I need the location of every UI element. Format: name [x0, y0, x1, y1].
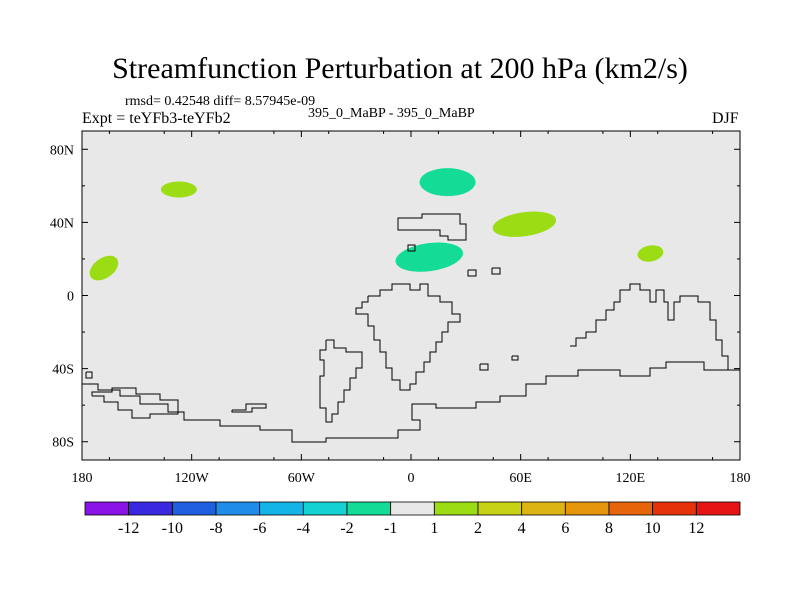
y-axis: 80N 40N 0 40S 80S [50, 143, 740, 451]
positive-anomaly-east-asia [637, 245, 664, 262]
coastline-antarctic-rim [82, 361, 740, 443]
colorbar-label: 1 [430, 520, 438, 537]
coastline-africa [355, 283, 461, 391]
x-tick-label: 180 [72, 471, 93, 486]
coastline-asia [479, 363, 489, 371]
y-tick-label: 0 [67, 290, 74, 305]
colorbar-swatch [477, 501, 523, 516]
x-tick-label: 60E [509, 471, 532, 486]
x-tick-label: 120E [616, 471, 646, 486]
colorbar-swatch [433, 501, 479, 516]
y-tick-label: 40S [52, 363, 74, 378]
positive-anomaly-north-pacific [160, 181, 197, 198]
coastline-islands [491, 267, 501, 275]
colorbar-label: 2 [474, 520, 482, 537]
colorbar-label: -10 [162, 520, 183, 537]
positive-anomaly-west-pacific [89, 255, 119, 281]
coastline-south-america [319, 339, 363, 423]
colorbar-swatch [608, 501, 654, 516]
colorbar-label: -6 [253, 520, 266, 537]
colorbar-swatch [390, 501, 435, 516]
colorbar-swatch [84, 501, 130, 516]
colorbar-swatch [128, 501, 173, 516]
center-label: 395_0_MaBP - 395_0_MaBP [308, 106, 475, 121]
colorbar-label: 12 [688, 520, 704, 537]
coastline-peninsula [231, 403, 267, 413]
colorbar-swatch [259, 501, 304, 516]
chart-title: Streamfunction Perturbation at 200 hPa (… [112, 52, 688, 85]
colorbar-label: -4 [297, 520, 310, 537]
negative-anomaly-north-africa [395, 242, 464, 272]
negative-anomaly-europe [419, 168, 476, 197]
coastlines [82, 213, 740, 443]
coastline-europe [397, 213, 467, 241]
colorbar-label: 10 [645, 520, 661, 537]
colorbar-label: -1 [384, 520, 397, 537]
colorbar: -12 -10 -8 -6 -4 -2 -1 1 2 4 6 8 10 12 [84, 501, 741, 537]
y-tick-label: 40N [50, 216, 74, 231]
x-axis: 180 120W 60W 0 60E 120E 180 [72, 131, 751, 486]
coastline-west-antarctic [91, 387, 179, 419]
colorbar-label: -12 [118, 520, 139, 537]
coastline-islet-indian [511, 355, 519, 361]
colorbar-swatch [346, 501, 392, 516]
x-tick-label: 60W [288, 471, 316, 486]
colorbar-swatch [695, 501, 741, 516]
colorbar-swatch [521, 501, 566, 516]
y-tick-label: 80N [50, 143, 74, 158]
colorbar-swatch [652, 501, 697, 516]
x-tick-label: 120W [175, 471, 210, 486]
colorbar-swatch [171, 501, 217, 516]
colorbar-label: 8 [605, 520, 613, 537]
positive-anomaly-central-asia [492, 211, 557, 237]
season-label: DJF [712, 110, 739, 127]
coastline-north-pacific [467, 269, 477, 277]
coastline-islet-sw [85, 371, 93, 379]
colorbar-swatch [302, 501, 348, 516]
plot-background [82, 131, 740, 460]
x-tick-label: 0 [408, 471, 415, 486]
colorbar-swatch [215, 501, 261, 516]
anomaly-layer [89, 168, 664, 281]
colorbar-label: 6 [561, 520, 569, 537]
x-tick-label: 180 [730, 471, 751, 486]
stats-line: rmsd= 0.42548 diff= 8.57945e-09 [125, 94, 316, 109]
colorbar-label: -8 [209, 520, 222, 537]
colorbar-label: 4 [518, 520, 526, 537]
experiment-label: Expt = teYFb3-teYFb2 [82, 110, 231, 127]
y-tick-label: 80S [52, 436, 74, 451]
coastline-australia [570, 283, 740, 371]
colorbar-swatch [564, 501, 610, 516]
colorbar-label: -2 [340, 520, 353, 537]
coastline-islet [407, 244, 416, 252]
